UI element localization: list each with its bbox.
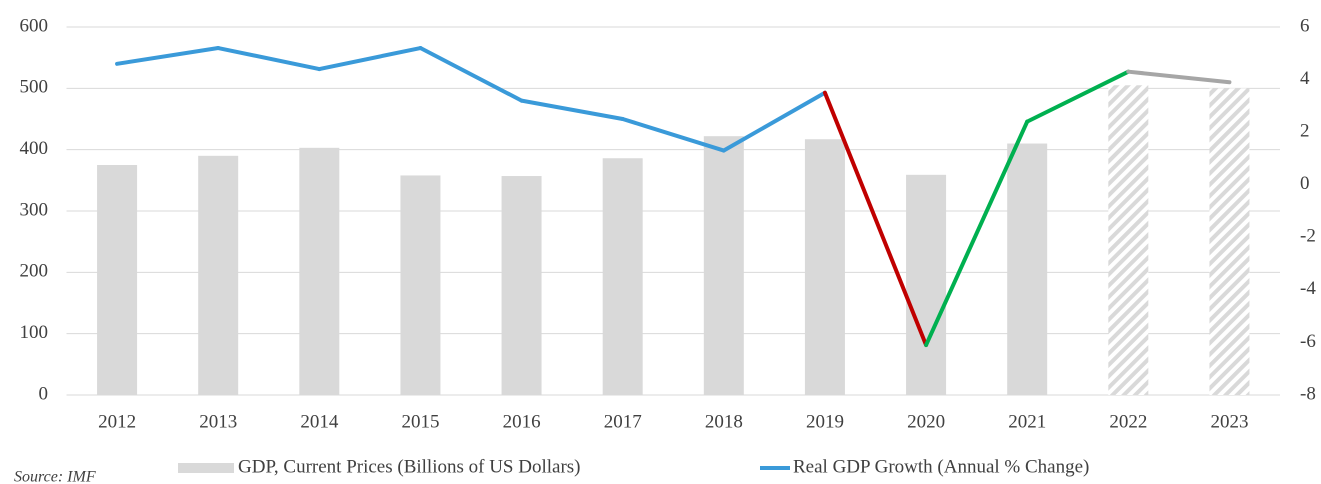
line-segment (620, 117, 726, 153)
x-tick-label: 2020 (907, 411, 945, 432)
bar (906, 174, 947, 395)
bar (703, 136, 744, 395)
line-segment (924, 119, 1030, 348)
y2-tick-label: -2 (1300, 226, 1316, 247)
x-tick-label: 2023 (1210, 411, 1248, 432)
bar (400, 175, 441, 395)
line-segment (1025, 69, 1131, 124)
x-tick-label: 2015 (401, 411, 439, 432)
line-segment (519, 98, 625, 121)
x-tick-label: 2016 (503, 411, 541, 432)
bar (602, 158, 643, 395)
x-tick-label: 2017 (604, 411, 642, 432)
legend-label: Real GDP Growth (Annual % Change) (793, 456, 1089, 477)
bar (804, 139, 845, 395)
x-tick-label: 2022 (1109, 411, 1147, 432)
x-tick-label: 2018 (705, 411, 743, 432)
y2-tick-label: -8 (1300, 383, 1316, 404)
x-tick-label: 2014 (300, 411, 339, 432)
y-tick-label: 100 (20, 322, 49, 343)
line-segment (216, 46, 322, 72)
y-tick-label: 0 (39, 383, 49, 404)
line-segment (115, 46, 221, 66)
line-segment (317, 46, 423, 72)
y2-tick-label: 0 (1300, 173, 1310, 194)
bar (1209, 88, 1250, 395)
x-tick-label: 2019 (806, 411, 844, 432)
y2-tick-label: -4 (1300, 278, 1316, 299)
bar (501, 176, 542, 395)
y2-tick-label: -6 (1300, 331, 1316, 352)
y-tick-label: 400 (20, 138, 49, 159)
x-tick-label: 2013 (199, 411, 237, 432)
legend-label: GDP, Current Prices (Billions of US Doll… (238, 456, 581, 477)
y-tick-label: 300 (20, 199, 49, 220)
line-segment (721, 90, 827, 153)
line-segment (822, 90, 929, 348)
bar (1007, 143, 1048, 395)
bar (198, 155, 239, 395)
y-tick-label: 500 (20, 77, 49, 98)
y2-tick-label: 6 (1300, 15, 1310, 36)
y2-tick-label: 4 (1300, 68, 1310, 89)
bar (299, 147, 340, 395)
legend-swatch (178, 463, 234, 473)
bar (97, 165, 138, 395)
y-tick-label: 200 (20, 261, 49, 282)
x-tick-label: 2012 (98, 411, 136, 432)
y-tick-label: 600 (20, 15, 49, 36)
bar (1108, 85, 1149, 396)
y2-tick-label: 2 (1300, 121, 1310, 142)
line-segment (418, 46, 524, 103)
source-note: Source: IMF (14, 469, 96, 484)
x-tick-label: 2021 (1008, 411, 1046, 432)
line-segment (1126, 69, 1232, 85)
